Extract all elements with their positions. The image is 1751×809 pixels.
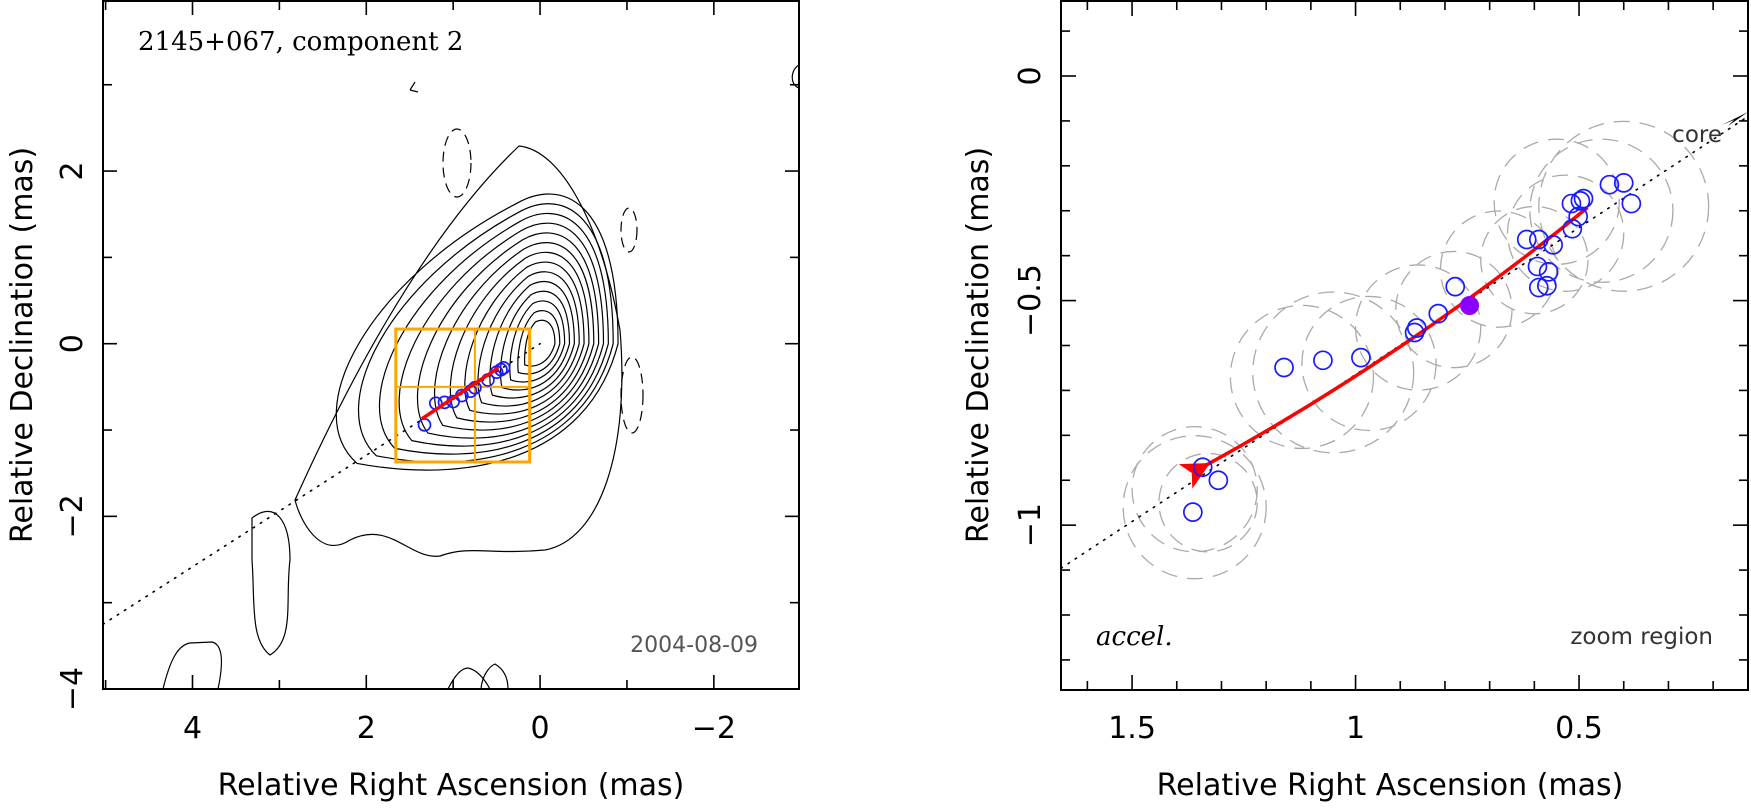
component-position: [1537, 275, 1557, 296]
x-tick-label: 0: [531, 711, 550, 746]
component-position: [1406, 318, 1427, 338]
component-position: [1538, 261, 1559, 282]
outer-contour: [294, 145, 623, 557]
contour-level: [499, 290, 571, 391]
zoom-box: [394, 327, 532, 464]
x-tick-label: 0.5: [1555, 711, 1603, 746]
ghost-model-circle: [1506, 174, 1625, 292]
trajectory-arrow: [420, 366, 500, 421]
x-tick-label: −2: [692, 711, 736, 746]
left-axis-ticks: 4 2 0 −2 2 0 −2 −4: [55, 1, 799, 746]
x-tick-label: 1.5: [1108, 711, 1156, 746]
left-plot-frame: [102, 0, 800, 690]
component-position: [1183, 502, 1203, 522]
epoch-label: 2004-08-09: [630, 633, 758, 658]
component-position: [1313, 350, 1333, 371]
ghost-model-circle: [1354, 264, 1482, 391]
right-panel: 1.5 1 0.5 0 −0.5 −1 core accel. zoom region R…: [961, 0, 1749, 803]
ghost-model-circle: [1301, 295, 1437, 432]
contour-level: [358, 203, 614, 463]
contour-level: [477, 271, 580, 407]
y-tick-label: 0: [1013, 66, 1048, 85]
ghost-model-circle: [1131, 426, 1258, 553]
ghost-model-circle: [1158, 452, 1258, 553]
isolated-contour: [162, 641, 222, 690]
component-position: [1192, 457, 1213, 478]
left-y-axis-label: Relative Declination (mas): [5, 147, 40, 543]
x-tick-label: 2: [357, 711, 376, 746]
component-position: [1428, 303, 1449, 324]
contour-level: [449, 251, 590, 423]
negative-contour: [442, 128, 472, 198]
ghost-model-circles: [1122, 120, 1710, 580]
isolated-contour: [409, 81, 419, 93]
ghost-model-circle: [1493, 138, 1620, 265]
ghost-model-circle: [1538, 120, 1710, 292]
right-x-axis-label: Relative Right Ascension (mas): [1157, 768, 1624, 803]
highlighted-epoch-point: [1460, 296, 1480, 316]
x-tick-label: 1: [1346, 711, 1365, 746]
contour-map: [162, 64, 800, 690]
component-position: [1351, 347, 1371, 368]
negative-contours: [442, 128, 644, 434]
zoom-region-label: zoom region: [1570, 624, 1713, 650]
contour-level: [489, 280, 575, 399]
component-position: [1543, 235, 1563, 255]
ridge-line-zoom: [1061, 115, 1748, 570]
core-arrow-icon: [1722, 112, 1748, 126]
y-tick-label: 2: [55, 162, 90, 181]
component-position: [1445, 276, 1466, 297]
x-tick-label: 4: [183, 711, 202, 746]
component-position: [1573, 188, 1594, 209]
negative-contour: [620, 207, 638, 253]
ghost-model-circle: [1480, 205, 1589, 315]
contour-level: [524, 319, 556, 367]
contour-level: [434, 242, 595, 431]
right-y-axis-label: Relative Declination (mas): [961, 147, 996, 543]
component-position: [1516, 229, 1537, 250]
component-position: [1528, 229, 1549, 250]
contour-level: [517, 310, 561, 375]
isolated-contour: [447, 663, 509, 690]
component-position: [1613, 173, 1634, 193]
y-tick-label: −0.5: [1013, 264, 1048, 337]
contour-level: [335, 193, 619, 471]
component-position: [1208, 470, 1229, 491]
contour-level: [509, 300, 566, 383]
ghost-model-circle: [1229, 304, 1375, 450]
plot-title: 2145+067, component 2: [138, 27, 463, 57]
y-tick-label: −2: [55, 494, 90, 538]
component-position: [1561, 193, 1582, 214]
component-position: [1527, 256, 1548, 277]
accel-label: accel.: [1096, 622, 1173, 652]
ghost-model-circle: [1529, 138, 1674, 283]
negative-contour: [620, 356, 644, 434]
contour-level: [464, 261, 585, 415]
component-position: [1599, 174, 1620, 195]
component-position: [1621, 193, 1642, 214]
component-position: [1404, 322, 1425, 343]
isolated-contour: [791, 64, 800, 89]
core-label: core: [1672, 122, 1722, 148]
ghost-model-circle: [1122, 435, 1267, 580]
component-position: [437, 395, 452, 410]
component-position: [1568, 206, 1588, 227]
left-x-axis-label: Relative Right Ascension (mas): [218, 768, 685, 803]
isolated-contour: [251, 510, 291, 656]
y-tick-label: −4: [55, 667, 90, 711]
component-positions-zoom: [1183, 173, 1642, 522]
y-tick-label: −1: [1013, 503, 1048, 547]
y-tick-label: 0: [55, 334, 90, 353]
component-position: [1274, 357, 1294, 378]
component-position: [1570, 191, 1591, 211]
component-position: [1528, 277, 1549, 298]
ghost-model-circle: [1252, 291, 1415, 454]
left-panel: 4 2 0 −2 2 0 −2 −4 2145+067, component 2 2004-0…: [5, 0, 800, 803]
right-axis-ticks: 1.5 1 0.5 0 −0.5 −1: [1013, 1, 1748, 746]
contour-level: [378, 212, 609, 455]
component-position: [1562, 218, 1583, 239]
